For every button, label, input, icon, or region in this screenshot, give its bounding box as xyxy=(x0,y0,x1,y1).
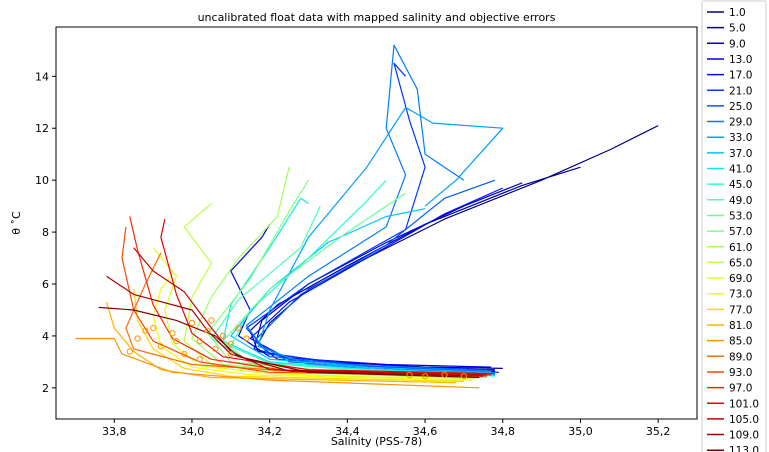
series-line-69.0 xyxy=(152,247,472,381)
y-tick-label-4: 10 xyxy=(35,174,49,187)
marker-point-6 xyxy=(188,319,196,326)
marker-group xyxy=(126,317,467,380)
marker-point-15 xyxy=(173,338,180,345)
legend-items: 1.0 5.0 9.0 13.0 17.0 21.0 25.0 29.0 33.0 37.0 41.… xyxy=(707,7,759,452)
x-tick-label-2: 34,2 xyxy=(257,425,282,438)
marker-point-18 xyxy=(227,351,234,358)
marker-point-0 xyxy=(126,348,133,355)
series-line-21.0 xyxy=(245,62,488,371)
legend-label-113.0: 113.0 xyxy=(729,445,759,452)
series-line-85.0 xyxy=(75,337,480,389)
legend-label-9.0: 9.0 xyxy=(729,38,746,50)
marker-point-21 xyxy=(441,371,448,378)
series-line-65.0 xyxy=(183,203,476,380)
marker-point-19 xyxy=(406,371,413,378)
series-line-93.0 xyxy=(121,226,488,377)
legend-label-33.0: 33.0 xyxy=(729,132,752,144)
marker-point-10 xyxy=(219,332,227,339)
x-tick-label-3: 34,4 xyxy=(335,425,360,438)
series-line-113.0 xyxy=(98,306,480,379)
legend-label-61.0: 61.0 xyxy=(729,242,752,254)
x-tick-label-7: 35,2 xyxy=(646,425,671,438)
legend-label-53.0: 53.0 xyxy=(729,210,752,222)
y-tick-label-1: 4 xyxy=(42,330,49,343)
legend-label-109.0: 109.0 xyxy=(729,430,759,442)
legend-label-73.0: 73.0 xyxy=(729,289,752,301)
legend-label-21.0: 21.0 xyxy=(729,85,752,97)
marker-point-20 xyxy=(422,373,429,380)
series-line-13.0 xyxy=(230,223,492,368)
y-axis-label: θ ˚C xyxy=(10,211,23,235)
marker-point-7 xyxy=(196,338,203,345)
marker-point-11 xyxy=(227,340,234,347)
legend-label-29.0: 29.0 xyxy=(729,117,752,129)
marker-point-13 xyxy=(243,335,250,342)
legend-label-13.0: 13.0 xyxy=(729,54,752,66)
series-group xyxy=(75,44,659,389)
plot-frame xyxy=(55,26,698,420)
y-axis: 2 4 6 8 10 12 14 xyxy=(35,70,56,395)
marker-point-5 xyxy=(181,351,188,358)
y-tick-label-2: 6 xyxy=(42,278,49,291)
x-tick-label-4: 34,6 xyxy=(413,425,438,438)
legend-label-101.0: 101.0 xyxy=(729,398,759,410)
legend-label-25.0: 25.0 xyxy=(729,101,752,113)
legend-label-77.0: 77.0 xyxy=(729,304,752,316)
legend-frame xyxy=(701,0,767,452)
marker-point-2 xyxy=(150,325,157,332)
series-line-101.0 xyxy=(160,218,492,375)
series-line-33.0 xyxy=(257,106,504,376)
series-line-109.0 xyxy=(106,275,484,377)
marker-point-8 xyxy=(204,327,211,334)
y-tick-label-6: 14 xyxy=(35,70,49,83)
x-tick-label-5: 34,8 xyxy=(491,425,516,438)
y-tick-label-5: 12 xyxy=(35,122,49,135)
legend-label-97.0: 97.0 xyxy=(729,383,752,395)
legend-label-89.0: 89.0 xyxy=(729,351,752,363)
x-axis-label: Salinity (PSS-78) xyxy=(331,435,422,448)
marker-point-1 xyxy=(134,335,141,342)
marker-point-17 xyxy=(208,317,215,324)
legend-label-81.0: 81.0 xyxy=(729,320,752,332)
legend-label-37.0: 37.0 xyxy=(729,148,752,160)
legend: 1.0 5.0 9.0 13.0 17.0 21.0 25.0 29.0 33.0 37.0 41.… xyxy=(701,0,767,452)
legend-label-41.0: 41.0 xyxy=(729,164,752,176)
y-tick-label-0: 2 xyxy=(42,382,49,395)
legend-label-5.0: 5.0 xyxy=(729,23,746,35)
plot-area xyxy=(55,26,698,420)
legend-label-49.0: 49.0 xyxy=(729,195,752,207)
legend-label-105.0: 105.0 xyxy=(729,414,759,426)
marker-point-4 xyxy=(169,330,176,337)
series-line-73.0 xyxy=(152,273,464,381)
legend-label-85.0: 85.0 xyxy=(729,336,752,348)
legend-label-57.0: 57.0 xyxy=(729,226,752,238)
x-axis: 33,8 34,0 34,2 34,4 34,6 34,8 35,0 35,2 xyxy=(102,419,670,438)
series-line-5.0 xyxy=(249,166,581,369)
marker-point-9 xyxy=(212,345,219,352)
marker-point-14 xyxy=(196,356,203,363)
y-tick-label-3: 8 xyxy=(42,226,49,239)
chart-title: uncalibrated float data with mapped sali… xyxy=(198,11,556,24)
x-tick-label-6: 35,0 xyxy=(568,425,593,438)
marker-point-3 xyxy=(157,343,164,350)
legend-label-93.0: 93.0 xyxy=(729,367,752,379)
legend-label-65.0: 65.0 xyxy=(729,257,752,269)
series-line-37.0 xyxy=(230,208,492,373)
series-line-29.0 xyxy=(245,44,492,372)
legend-label-17.0: 17.0 xyxy=(729,70,752,82)
x-tick-label-1: 34,0 xyxy=(180,425,205,438)
x-tick-label-0: 33,8 xyxy=(102,425,127,438)
legend-label-45.0: 45.0 xyxy=(729,179,752,191)
legend-label-1.0: 1.0 xyxy=(729,7,746,19)
marker-point-22 xyxy=(460,373,467,380)
marker-point-16 xyxy=(142,327,149,334)
series-line-105.0 xyxy=(133,247,488,376)
legend-label-69.0: 69.0 xyxy=(729,273,752,285)
marker-point-12 xyxy=(235,325,242,332)
series-line-45.0 xyxy=(230,179,496,377)
